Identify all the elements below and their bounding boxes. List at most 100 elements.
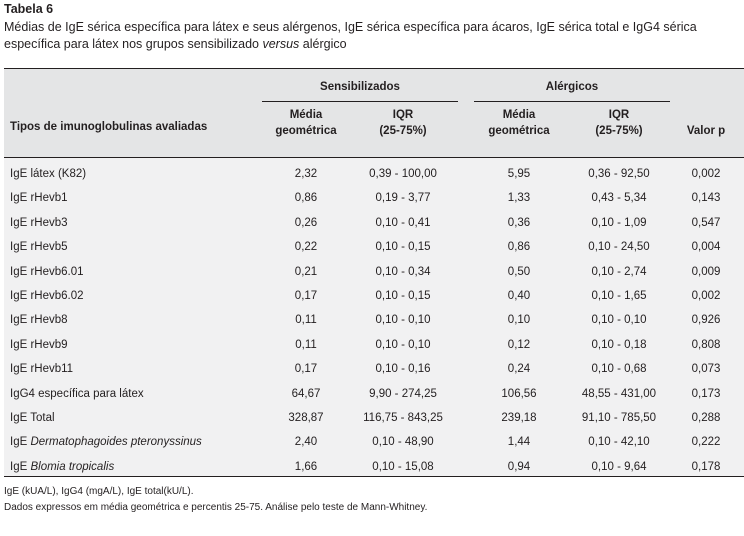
sensibilizados-media: 0,11 <box>295 338 317 351</box>
sensibilizados-media: 328,87 <box>288 412 324 424</box>
data-table: Sensibilizados Alérgicos Média geométrica… <box>4 68 744 477</box>
row-label-text: IgG4 específica para látex <box>10 387 144 400</box>
row-label: IgE rHevb5 <box>10 235 68 259</box>
row-label-text: IgE rHevb9 <box>10 338 68 351</box>
sensibilizados-iqr: 0,10 - 0,10 <box>375 338 431 351</box>
row-label-italic: Blomia tropicalis <box>30 460 115 473</box>
sensibilizados-iqr: 0,10 - 15,08 <box>372 460 434 473</box>
table-row: IgE rHevb1 0,86 0,19 - 3,77 1,33 0,43 - 5,34… <box>4 186 744 210</box>
col-header-pvalue: Valor p <box>686 125 726 137</box>
alergicos-media: 106,56 <box>501 387 537 400</box>
sensibilizados-iqr: 0,10 - 0,16 <box>375 363 431 376</box>
alergicos-iqr: 48,55 - 431,00 <box>581 387 657 400</box>
alergicos-iqr: 91,10 - 785,50 <box>581 412 657 424</box>
sensibilizados-iqr: 0,10 - 0,15 <box>375 241 431 254</box>
alergicos-media: 0,50 <box>507 265 531 278</box>
p-value: 0,808 <box>691 338 721 351</box>
row-label: IgE rHevb8 <box>10 308 68 332</box>
p-value: 0,178 <box>691 460 721 473</box>
alergicos-iqr: 0,10 - 0,18 <box>591 338 647 351</box>
alergicos-media: 0,36 <box>507 216 531 229</box>
p-value: 0,547 <box>691 216 721 229</box>
table-row: IgE látex (K82) 2,32 0,39 - 100,00 5,95 0,36… <box>4 162 744 186</box>
table-title: Tabela 6 <box>4 2 54 16</box>
alergicos-media: 5,95 <box>507 168 531 180</box>
table-row: IgE rHevb11 0,17 0,10 - 0,16 0,24 0,10 - 0,6… <box>4 357 744 381</box>
group-header-sensibilizados: Sensibilizados <box>320 81 400 93</box>
alergicos-iqr: 0,10 - 1,65 <box>591 290 647 302</box>
sensibilizados-media: 0,22 <box>294 241 318 254</box>
col-header-s-iqr: IQR (25-75%) <box>350 107 456 139</box>
sensibilizados-media: 0,21 <box>294 265 318 278</box>
footnote-method: Dados expressos em média geométrica e pe… <box>4 502 428 513</box>
table-row: IgE rHevb3 0,26 0,10 - 0,41 0,36 0,10 - 1,09… <box>4 211 744 235</box>
row-label-text: IgE rHevb1 <box>10 192 68 205</box>
table-row: IgE rHevb8 0,11 0,10 - 0,10 0,10 0,10 - 0,10… <box>4 308 744 332</box>
row-label: IgG4 específica para látex <box>10 382 144 406</box>
p-value: 0,288 <box>691 412 721 424</box>
alergicos-iqr: 0,36 - 92,50 <box>588 168 650 180</box>
sensibilizados-iqr: 0,10 - 0,34 <box>375 265 431 278</box>
table-body: IgE látex (K82) 2,32 0,39 - 100,00 5,95 0,36… <box>4 158 744 477</box>
alergicos-iqr: 0,10 - 42,10 <box>588 436 650 449</box>
table-row: IgE Dermatophagoides pteronyssinus 2,40 0,… <box>4 430 744 454</box>
alergicos-media: 0,24 <box>507 363 531 376</box>
table-header: Sensibilizados Alérgicos Média geométrica… <box>4 68 744 158</box>
row-label-italic: Dermatophagoides pteronyssinus <box>30 436 202 449</box>
alergicos-media: 1,33 <box>507 192 531 205</box>
row-label-text: IgE Total <box>10 412 55 424</box>
table-caption: Médias de IgE sérica específica para lát… <box>4 19 742 53</box>
table-row: IgE Total 328,87 116,75 - 843,25 239,18 91,1… <box>4 406 744 430</box>
p-value: 0,002 <box>691 168 721 180</box>
p-value: 0,009 <box>691 265 721 278</box>
row-label: IgE rHevb6.01 <box>10 260 84 284</box>
sensibilizados-media: 1,66 <box>294 460 318 473</box>
table-row: IgG4 específica para látex 64,67 9,90 - 27… <box>4 382 744 406</box>
row-label-text: IgE rHevb11 <box>10 363 74 376</box>
sensibilizados-media: 2,32 <box>294 168 318 180</box>
iqr-label: IQR <box>608 109 630 121</box>
iqr-label: IQR <box>392 109 414 121</box>
row-label-text: IgE rHevb8 <box>10 314 68 327</box>
p-value: 0,073 <box>691 363 721 376</box>
table-row: IgE Blomia tropicalis 1,66 0,10 - 15,08 0,9… <box>4 455 744 479</box>
table-row: IgE rHevb5 0,22 0,10 - 0,15 0,86 0,10 - 24,5… <box>4 235 744 259</box>
col-header-tipos: Tipos de imunoglobulinas avaliadas <box>10 121 208 133</box>
media-label: Média <box>502 109 536 121</box>
row-label: IgE rHevb9 <box>10 333 68 357</box>
sensibilizados-iqr: 0,10 - 0,10 <box>375 314 431 327</box>
sensibilizados-iqr: 0,10 - 0,15 <box>375 290 431 302</box>
row-label: IgE Dermatophagoides pteronyssinus <box>10 430 202 454</box>
alergicos-media: 0,94 <box>507 460 531 473</box>
p-value: 0,926 <box>691 314 721 327</box>
iqr-range-label: (25-75%) <box>595 125 643 137</box>
sensibilizados-iqr: 0,10 - 0,41 <box>375 216 431 229</box>
alergicos-media: 0,40 <box>507 290 531 302</box>
alergicos-media: 0,86 <box>507 241 531 254</box>
sensibilizados-iqr: 0,10 - 48,90 <box>372 436 434 449</box>
row-label: IgE Total <box>10 406 55 430</box>
row-label-text: IgE rHevb6.01 <box>10 265 84 278</box>
alergicos-media: 1,44 <box>507 436 531 449</box>
sensibilizados-iqr: 9,90 - 274,25 <box>369 387 437 400</box>
alergicos-media: 239,18 <box>501 412 537 424</box>
alergicos-iqr: 0,10 - 2,74 <box>591 265 647 278</box>
alergicos-media: 0,12 <box>507 338 531 351</box>
media-label: Média <box>289 109 323 121</box>
row-label: IgE rHevb1 <box>10 186 68 210</box>
sensibilizados-media: 0,11 <box>295 314 317 327</box>
alergicos-media: 0,10 <box>507 314 531 327</box>
sensibilizados-iqr: 0,39 - 100,00 <box>369 168 437 180</box>
row-label-text: IgE látex (K82) <box>10 168 87 180</box>
alergicos-iqr: 0,10 - 1,09 <box>591 216 647 229</box>
alergicos-iqr: 0,10 - 9,64 <box>591 460 647 473</box>
p-value: 0,143 <box>691 192 721 205</box>
sensibilizados-media: 0,26 <box>294 216 318 229</box>
caption-text: Médias de IgE sérica específica para lát… <box>4 20 697 51</box>
alergicos-iqr: 0,10 - 0,68 <box>591 363 647 376</box>
row-label-text: IgE rHevb3 <box>10 216 68 229</box>
sensibilizados-media: 0,17 <box>294 363 318 376</box>
alergicos-iqr: 0,43 - 5,34 <box>591 192 647 205</box>
geometrica-label: geométrica <box>275 125 337 137</box>
alergicos-iqr: 0,10 - 0,10 <box>591 314 647 327</box>
